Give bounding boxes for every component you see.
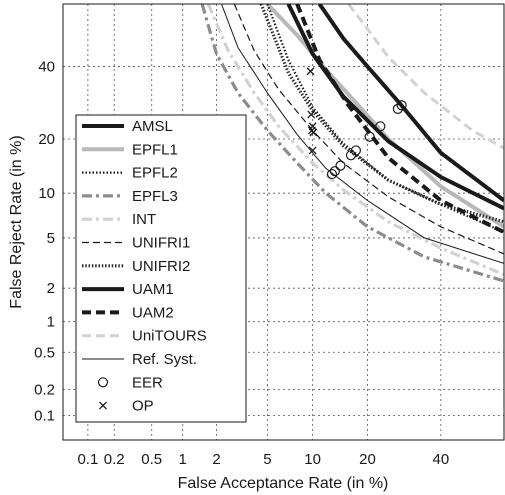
eer-marker (326, 168, 338, 180)
series-line-uam2 (295, 4, 504, 234)
x-tick-label: 20 (359, 451, 376, 468)
x-tick-label: 0.5 (141, 451, 162, 468)
eer-marker (396, 100, 407, 111)
legend-label: UNIFRI2 (132, 258, 190, 275)
x-tick-label: 0.1 (77, 451, 98, 468)
x-tick-label: 2 (212, 451, 220, 468)
y-axis-label: False Reject Rate (in %) (8, 135, 25, 308)
y-tick-label: 0.1 (34, 407, 55, 424)
y-tick-label: 1 (47, 314, 55, 331)
legend-label: EPFL3 (132, 188, 178, 205)
legend-label: Ref. Syst. (132, 351, 197, 368)
x-tick-label: 1 (179, 451, 187, 468)
legend-label: AMSL (132, 118, 173, 135)
legend: AMSL EPFL1 EPFL2 EPFL3 INT UNIFRI1 UNIFRI2 UAM1… (75, 114, 247, 423)
legend-label: EPFL2 (132, 165, 178, 182)
y-tick-label: 0.5 (34, 344, 55, 361)
x-tick-label: 10 (304, 451, 321, 468)
grid (63, 4, 504, 440)
series-line-unifri1 (233, 4, 504, 255)
series-line-epfl3 (200, 4, 504, 283)
legend-label: UniTOURS (132, 328, 207, 345)
op-marker (308, 146, 317, 155)
point-markers (306, 67, 407, 180)
legend-label: EPFL1 (132, 141, 178, 158)
legend-swatch-op (99, 401, 107, 410)
x-tick-labels: 0.1 0.2 0.5 1 2 5 10 20 40 (77, 451, 449, 468)
legend-label: INT (132, 211, 156, 228)
series-line-amsl (317, 4, 504, 203)
y-tick-label: 20 (38, 131, 55, 148)
op-marker (307, 110, 316, 119)
y-tick-label: 40 (38, 58, 55, 75)
series-line-unifri2 (259, 4, 504, 224)
series-line-epfl1 (265, 4, 504, 229)
series-line-uam1 (286, 4, 504, 211)
legend-label: UAM2 (132, 304, 174, 321)
eer-marker (335, 160, 346, 171)
plot-frame (62, 3, 505, 441)
series-line-epfl2 (266, 4, 504, 234)
y-tick-label: 10 (38, 185, 55, 202)
x-axis-label: False Acceptance Rate (in %) (178, 475, 389, 492)
legend-box (75, 114, 247, 423)
series-line-unitours (347, 4, 504, 150)
y-tick-label: 0.2 (34, 381, 55, 398)
y-tick-label: 5 (47, 230, 55, 247)
eer-marker (350, 145, 361, 156)
y-tick-labels: 0.1 0.2 0.5 1 2 5 10 20 40 (34, 58, 55, 424)
x-tick-label: 0.2 (104, 451, 125, 468)
op-marker (306, 67, 315, 76)
x-tick-label: 40 (432, 451, 449, 468)
eer-marker (364, 131, 375, 142)
y-tick-label: 2 (47, 280, 55, 297)
legend-label: OP (132, 398, 154, 415)
op-marker (309, 128, 318, 137)
legend-label: EER (132, 374, 163, 391)
eer-marker (392, 103, 403, 115)
series-line-int (206, 4, 504, 277)
x-tick-label: 5 (263, 451, 271, 468)
eer-marker (329, 166, 340, 177)
legend-label: UAM1 (132, 281, 174, 298)
legend-swatch-eer (97, 377, 109, 388)
eer-marker (375, 121, 386, 132)
legend-label: UNIFRI1 (132, 235, 190, 252)
